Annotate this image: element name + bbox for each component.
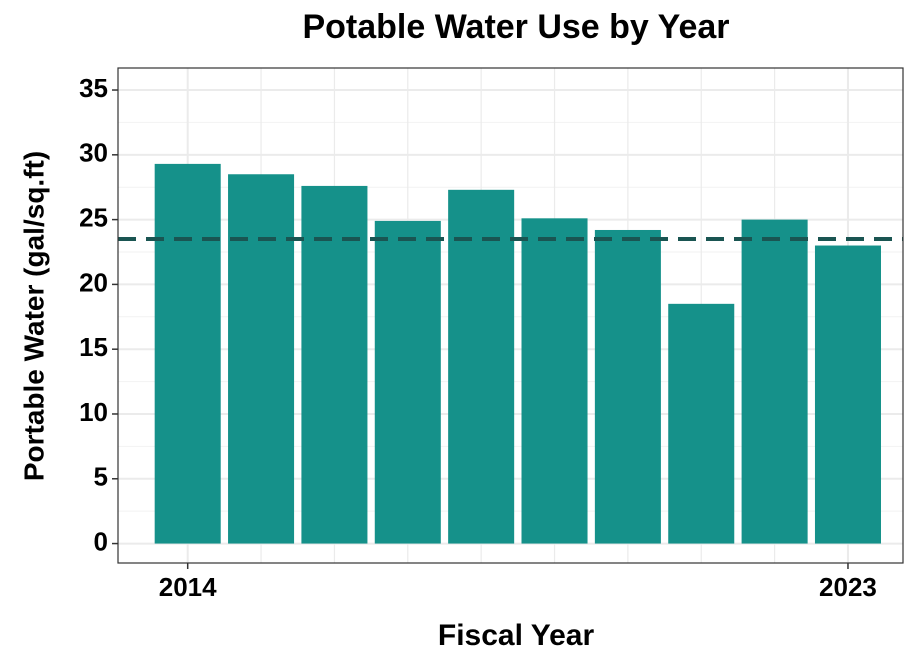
y-tick-label: 25 bbox=[79, 202, 108, 232]
bar bbox=[301, 185, 368, 544]
bar bbox=[448, 189, 515, 544]
y-tick-label: 10 bbox=[79, 397, 108, 427]
x-axis-title: Fiscal Year bbox=[438, 619, 595, 652]
panel-border bbox=[117, 67, 904, 564]
bar bbox=[741, 219, 808, 544]
bar bbox=[668, 303, 735, 544]
bar bbox=[594, 229, 661, 544]
y-axis-title: Portable Water (gal/sq.ft) bbox=[18, 151, 49, 481]
y-tick-label: 15 bbox=[79, 332, 108, 362]
bar bbox=[154, 163, 221, 544]
y-tick-label: 20 bbox=[79, 267, 108, 297]
y-tick-label: 30 bbox=[79, 138, 108, 168]
bar bbox=[374, 220, 441, 544]
y-tick-label: 35 bbox=[79, 73, 108, 103]
y-tick-label: 5 bbox=[94, 462, 108, 492]
bar bbox=[814, 245, 881, 544]
bar bbox=[521, 218, 588, 544]
x-tick-label: 2023 bbox=[819, 572, 877, 602]
bar bbox=[228, 174, 295, 544]
chart-title: Potable Water Use by Year bbox=[302, 8, 729, 46]
y-tick-label: 0 bbox=[94, 526, 108, 556]
x-tick-label: 2014 bbox=[159, 572, 217, 602]
